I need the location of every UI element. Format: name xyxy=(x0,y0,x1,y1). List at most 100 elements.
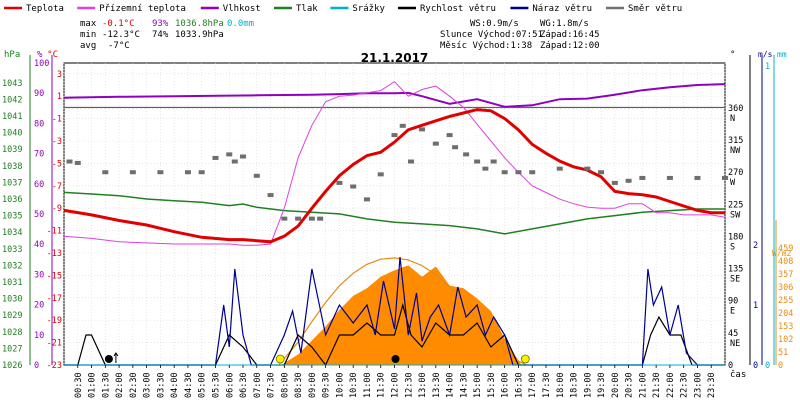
legend-label: Směr větru xyxy=(628,4,682,14)
wind-direction-mark xyxy=(157,170,164,175)
axis-tick-degrees: 0 xyxy=(728,361,733,371)
wind-direction-mark xyxy=(419,127,426,132)
axis-tick-wm2: 255 xyxy=(778,296,793,306)
axis-tick-time: 18:30 xyxy=(570,372,580,398)
wind-direction-mark xyxy=(226,152,233,157)
wind-direction-mark xyxy=(281,216,288,221)
axis-tick-time: 15:30 xyxy=(487,372,497,398)
axis-tick-time: 04:30 xyxy=(184,372,194,398)
axis-tick-hpa: 1027 xyxy=(2,344,22,354)
axis-tick-pct: 60 xyxy=(34,180,44,190)
wind-direction-mark xyxy=(253,173,260,178)
axis-tick-time: 12:00 xyxy=(391,372,401,398)
wind-direction-mark xyxy=(452,145,459,150)
wind-direction-mark xyxy=(515,170,522,175)
axis-tick-direction: SW xyxy=(730,210,741,220)
axis-unit-wm2: W/m2 xyxy=(772,249,791,258)
axis-tick-time: 12:30 xyxy=(404,372,414,398)
axis-tick-hpa: 1038 xyxy=(2,162,22,172)
axis-tick-degrees: 360 xyxy=(728,104,743,114)
stat-avg-temp: -7°C xyxy=(108,41,130,51)
axis-tick-pct: 30 xyxy=(34,270,44,280)
axis-tick-time: 02:30 xyxy=(129,372,139,398)
wind-direction-mark xyxy=(408,159,415,164)
wind-direction-mark xyxy=(267,193,274,198)
axis-tick-time: 01:30 xyxy=(101,372,111,398)
axis-tick-time: 17:30 xyxy=(542,372,552,398)
axis-tick-wm2: 153 xyxy=(778,322,793,332)
axis-tick-time: 22:30 xyxy=(680,372,690,398)
wind-direction-mark xyxy=(639,175,646,180)
axis-tick-direction: S xyxy=(730,242,735,252)
axis-tick-direction: E xyxy=(730,307,735,317)
axis-tick-time: 16:30 xyxy=(514,372,524,398)
axis-tick-ms: 1 xyxy=(753,301,758,311)
axis-tick-hpa: 1033 xyxy=(2,245,22,255)
axis-unit-ms: m/s xyxy=(758,50,773,59)
axis-tick-pct: 50 xyxy=(34,210,44,220)
wind-direction-mark xyxy=(336,180,343,185)
axis-tick-temp: -23 xyxy=(47,361,62,371)
wind-direction-mark xyxy=(391,133,398,138)
axis-tick-hpa: 1028 xyxy=(2,328,22,338)
axis-tick-time: 20:30 xyxy=(625,372,635,398)
wind-direction-mark xyxy=(529,170,536,175)
solar-radiation-area xyxy=(280,265,522,366)
info-wind-speed: WS:0.9m/s xyxy=(470,19,519,29)
wind-direction-mark xyxy=(317,216,324,221)
wind-direction-mark xyxy=(184,170,191,175)
stat-min-temp: -12.3°C xyxy=(102,30,140,40)
axis-tick-time: 10:30 xyxy=(349,372,359,398)
wind-direction-mark xyxy=(240,154,247,159)
axis-unit-degrees: ° xyxy=(730,50,735,60)
axis-tick-wm2: 357 xyxy=(778,270,793,280)
axis-tick-temp: 1 xyxy=(57,92,62,102)
axis-tick-temp: -9 xyxy=(52,204,62,214)
wind-direction-mark xyxy=(722,175,728,180)
axis-tick-hpa: 1041 xyxy=(2,112,22,122)
axis-tick-pct: 100 xyxy=(34,59,49,69)
stat-max-temp: -0.1°C xyxy=(102,19,135,29)
axis-tick-time: 19:30 xyxy=(597,372,607,398)
axis-tick-time: 01:00 xyxy=(88,372,98,398)
stat-min-humidity: 74% xyxy=(152,30,169,40)
axis-tick-time: 05:30 xyxy=(211,372,221,398)
axis-tick-pct: 90 xyxy=(34,89,44,99)
axis-tick-time: 08:30 xyxy=(294,372,304,398)
wind-direction-mark xyxy=(598,170,605,175)
stat-max-pressure: 1036.8hPa xyxy=(175,19,224,29)
axis-tick-time: 03:30 xyxy=(156,372,166,398)
axis-tick-time: 21:30 xyxy=(652,372,662,398)
info-moonrise: Měsíc Východ:1:38 xyxy=(440,41,532,51)
wind-direction-mark xyxy=(295,216,302,221)
axis-tick-wm2: 459 xyxy=(778,244,793,254)
axis-tick-wm2: 102 xyxy=(778,335,793,345)
axis-tick-wm2: 51 xyxy=(778,348,788,358)
legend-label: Náraz větru xyxy=(532,4,592,14)
axis-tick-time: 06:00 xyxy=(225,372,235,398)
wind-direction-mark xyxy=(611,180,618,185)
axis-tick-pct: 20 xyxy=(34,301,44,311)
info-sunset: Západ:16:45 xyxy=(540,30,600,40)
axis-tick-time: 16:00 xyxy=(501,372,511,398)
wind-direction-mark xyxy=(490,159,497,164)
wind-direction-mark xyxy=(694,175,701,180)
legend-label: Teplota xyxy=(26,4,64,14)
wind-direction-mark xyxy=(377,172,384,177)
legend-label: Vlhkost xyxy=(223,4,261,14)
info-moonset: Západ:12:00 xyxy=(540,41,600,51)
axis-tick-hpa: 1042 xyxy=(2,95,22,105)
wind-direction-mark xyxy=(463,152,470,157)
axis-tick-degrees: 45 xyxy=(728,329,738,339)
wind-direction-mark xyxy=(231,159,238,164)
axis-tick-time: 00:30 xyxy=(74,372,84,398)
wind-direction-mark xyxy=(482,166,489,171)
axis-tick-hpa: 1034 xyxy=(2,228,22,238)
axis-tick-temp: -13 xyxy=(47,249,62,259)
info-sunrise: Slunce Východ:07:51 xyxy=(440,30,543,40)
ground-temperature-line xyxy=(63,80,726,246)
wind-direction-mark xyxy=(74,160,81,165)
wind-direction-mark xyxy=(129,170,136,175)
axis-tick-degrees: 180 xyxy=(728,232,743,242)
